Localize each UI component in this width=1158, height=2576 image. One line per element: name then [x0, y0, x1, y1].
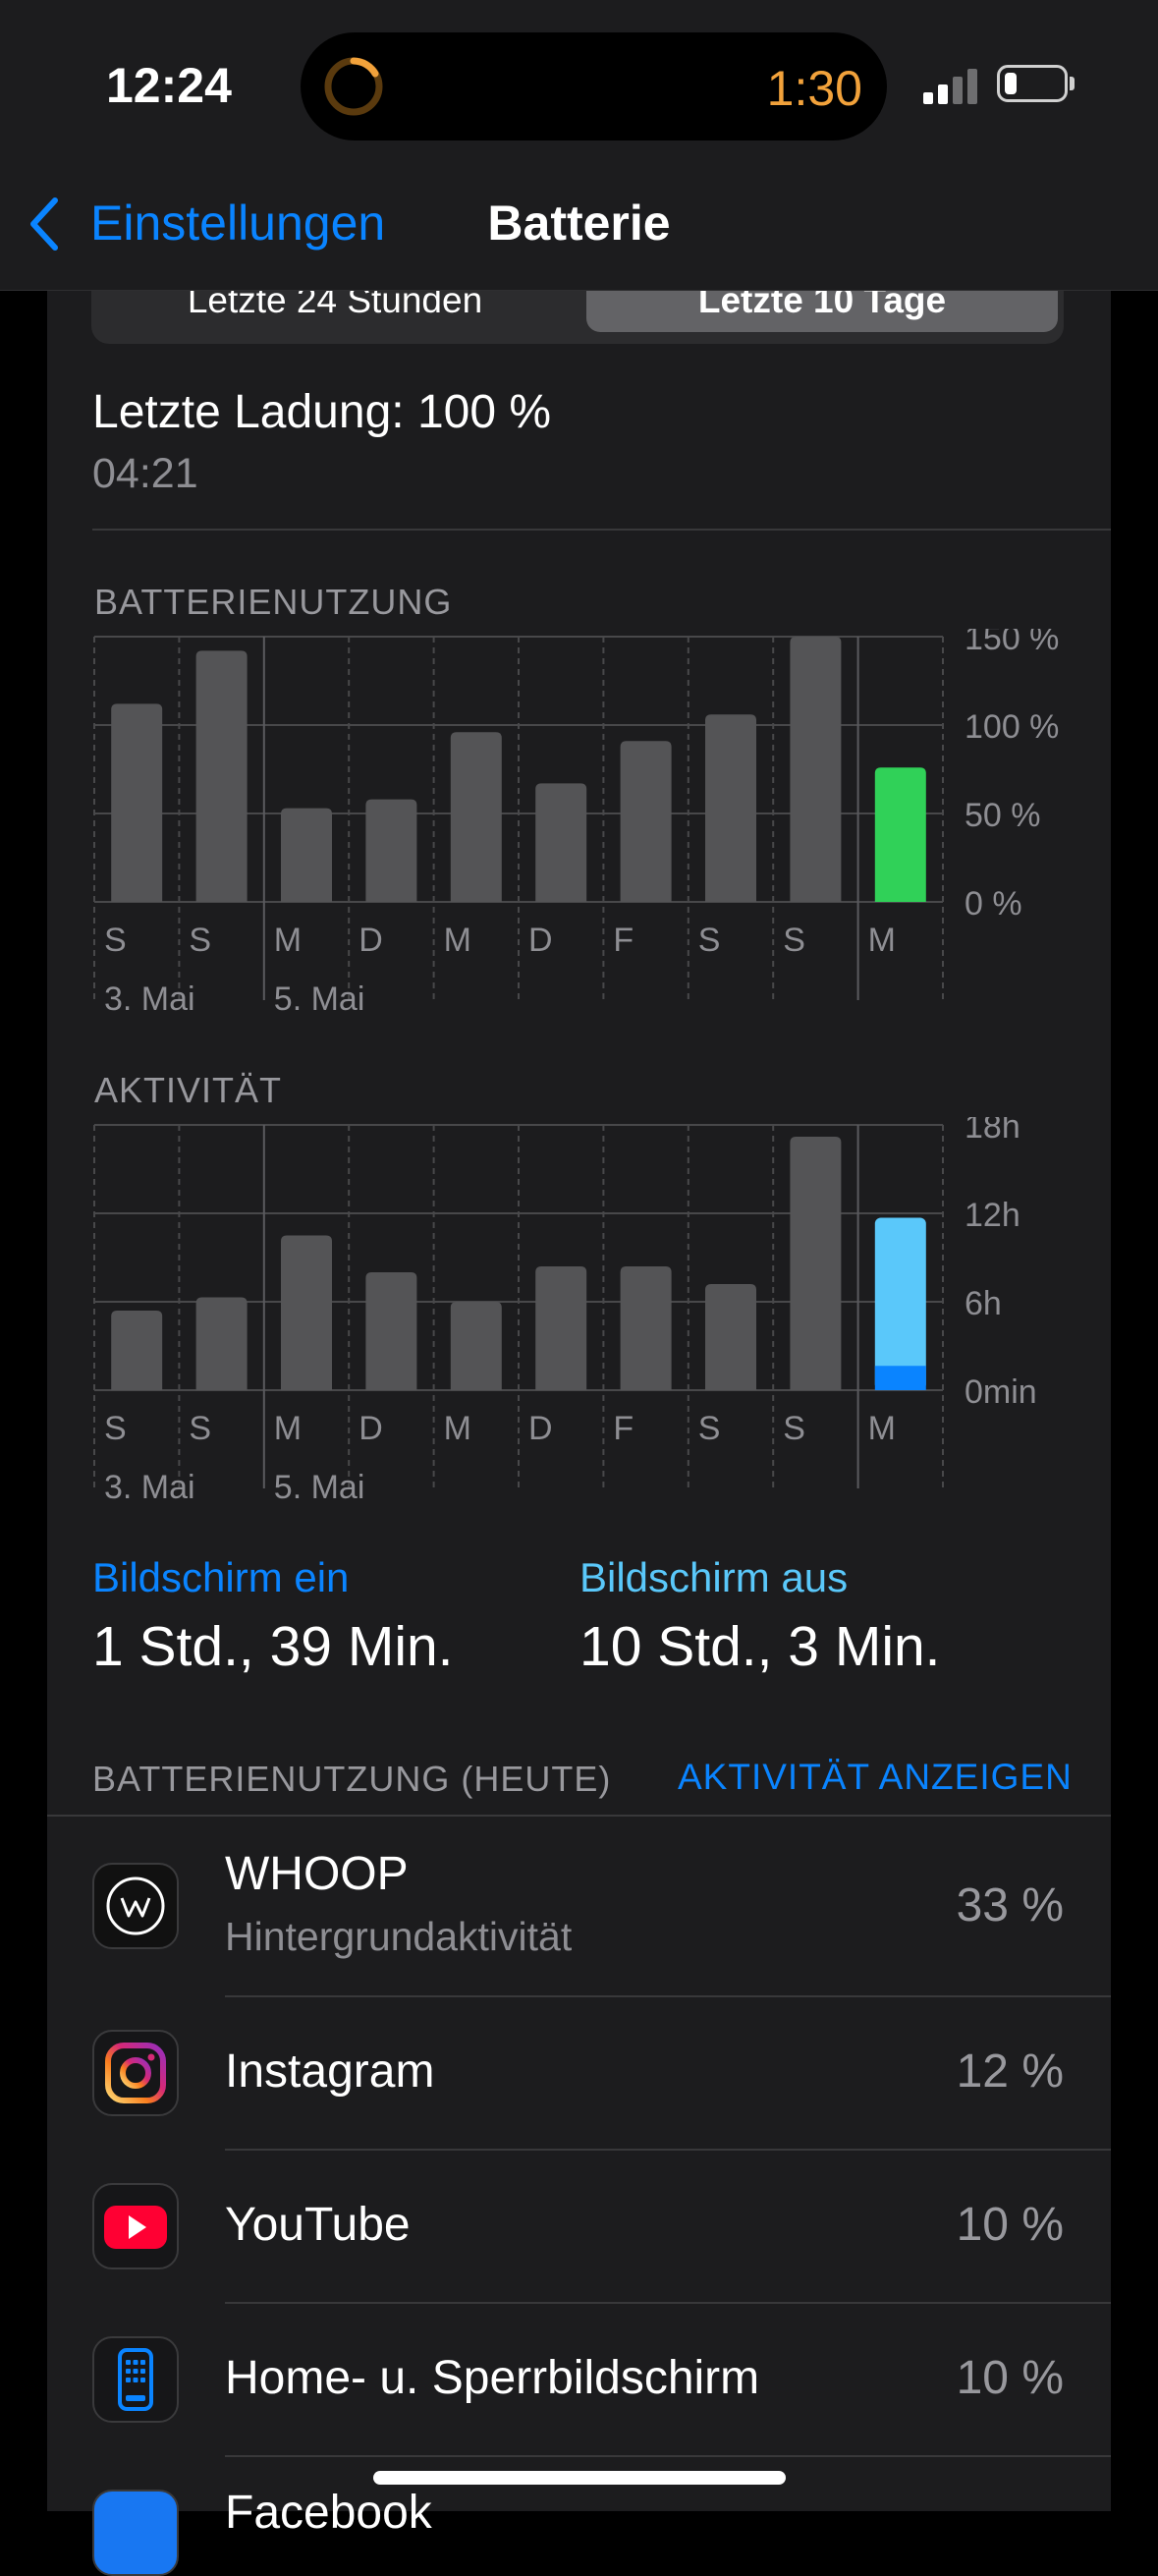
- y-tick-label: 0min: [965, 1373, 1037, 1411]
- bar: [281, 808, 332, 902]
- x-tick-label: D: [358, 922, 383, 959]
- bar: [705, 1284, 756, 1390]
- battery-tip: [1070, 77, 1075, 90]
- x-tick-label: M: [444, 1410, 471, 1447]
- bar: [790, 1137, 842, 1390]
- bar: [450, 1302, 502, 1390]
- timer-countdown: 1:30: [766, 61, 862, 116]
- x-tick-label: S: [698, 1410, 721, 1447]
- back-chevron-icon[interactable]: [26, 195, 65, 253]
- divider: [47, 1815, 1111, 1817]
- battery-status-icon: [997, 65, 1068, 102]
- bar: [874, 767, 926, 902]
- last-charge-time: 04:21: [92, 450, 198, 497]
- bar: [535, 783, 587, 902]
- bar-screen-on: [874, 1366, 926, 1390]
- x-tick-label: S: [783, 922, 805, 959]
- x-tick-label: F: [613, 922, 634, 959]
- app-percent-youtube: 10 %: [956, 2199, 1064, 2251]
- date-label: 3. Mai: [104, 1469, 195, 1506]
- status-time: 12:24: [106, 58, 232, 113]
- show-activity-button[interactable]: AKTIVITÄT ANZEIGEN: [678, 1757, 1073, 1797]
- app-name-facebook: Facebook: [225, 2487, 432, 2539]
- x-tick-label: D: [528, 922, 553, 959]
- divider: [92, 529, 1111, 531]
- date-label: 5. Mai: [274, 980, 365, 1018]
- x-tick-label: D: [358, 1410, 383, 1447]
- x-tick-label: M: [444, 922, 471, 959]
- youtube-icon: [92, 2183, 179, 2269]
- navigation-bar: [0, 177, 1158, 291]
- activity-title: AKTIVITÄT: [94, 1070, 283, 1110]
- bar: [111, 703, 163, 902]
- y-tick-label: 50 %: [965, 797, 1041, 834]
- battery-usage-title: BATTERIENUTZUNG: [94, 582, 453, 622]
- screen-on-label: Bildschirm ein: [92, 1554, 350, 1600]
- usage-today-header: BATTERIENUTZUNG (HEUTE): [92, 1759, 612, 1799]
- x-tick-label: M: [868, 1410, 896, 1447]
- home-indicator[interactable]: [373, 2471, 786, 2485]
- bar-screen-off: [874, 1217, 926, 1390]
- screen-off-label: Bildschirm aus: [579, 1554, 849, 1600]
- app-sub-whoop: Hintergrundaktivität: [225, 1914, 573, 1959]
- x-tick-label: M: [274, 1410, 302, 1447]
- instagram-icon: [92, 2030, 179, 2116]
- divider: [225, 1995, 1111, 1997]
- bar: [620, 1266, 672, 1390]
- bar: [705, 714, 756, 902]
- timer-ring-icon: [324, 57, 383, 116]
- app-name-instagram: Instagram: [225, 2045, 435, 2098]
- bar: [450, 732, 502, 902]
- bar: [365, 1272, 417, 1390]
- page-title: Batterie: [487, 196, 671, 251]
- screen-on-value: 1 Std., 39 Min.: [92, 1615, 454, 1678]
- y-tick-label: 150 %: [965, 629, 1059, 657]
- screen-off-value: 10 Std., 3 Min.: [579, 1615, 941, 1678]
- bar: [365, 799, 417, 902]
- divider: [225, 2455, 1111, 2457]
- app-percent-whoop: 33 %: [956, 1879, 1064, 1932]
- x-tick-label: S: [189, 922, 211, 959]
- app-name-whoop: WHOOP: [225, 1848, 409, 1900]
- app-percent-home-screen: 10 %: [956, 2352, 1064, 2404]
- app-name-home-screen: Home- u. Sperrbildschirm: [225, 2352, 760, 2404]
- y-tick-label: 12h: [965, 1197, 1020, 1234]
- x-tick-label: S: [189, 1410, 211, 1447]
- y-tick-label: 100 %: [965, 708, 1059, 746]
- x-tick-label: M: [868, 922, 896, 959]
- back-button[interactable]: Einstellungen: [90, 196, 386, 251]
- facebook-icon: [92, 2490, 179, 2576]
- app-percent-instagram: 12 %: [956, 2045, 1064, 2098]
- activity-chart: 18h 12h 6h 0min S S M D M D F S S M 3. Mai 5. Mai: [93, 1117, 1037, 1506]
- y-tick-label: 6h: [965, 1285, 1002, 1322]
- x-tick-label: S: [104, 1410, 127, 1447]
- bar: [111, 1311, 163, 1390]
- x-tick-label: S: [783, 1410, 805, 1447]
- y-tick-label: 0 %: [965, 885, 1022, 923]
- y-tick-label: 18h: [965, 1117, 1020, 1146]
- bar: [195, 650, 248, 902]
- divider: [225, 2149, 1111, 2151]
- bar: [790, 637, 842, 902]
- cellular-signal-icon: [923, 67, 982, 104]
- whoop-icon: [92, 1863, 179, 1949]
- x-tick-label: D: [528, 1410, 553, 1447]
- x-tick-label: F: [613, 1410, 634, 1447]
- bar: [535, 1266, 587, 1390]
- x-tick-label: S: [698, 922, 721, 959]
- home-screen-icon: [92, 2336, 179, 2423]
- x-tick-label: M: [274, 922, 302, 959]
- dynamic-island[interactable]: 1:30: [301, 32, 887, 140]
- battery-usage-chart: 150 % 100 % 50 % 0 % S S M D M D F S S M 3. Mai 5. Mai: [93, 629, 1059, 1018]
- x-tick-label: S: [104, 922, 127, 959]
- date-label: 5. Mai: [274, 1469, 365, 1506]
- bar: [195, 1297, 248, 1390]
- last-charge-label: Letzte Ladung: 100 %: [92, 386, 552, 438]
- bar: [281, 1235, 332, 1390]
- date-label: 3. Mai: [104, 980, 195, 1018]
- app-name-youtube: YouTube: [225, 2199, 411, 2251]
- divider: [225, 2302, 1111, 2304]
- bar: [620, 741, 672, 902]
